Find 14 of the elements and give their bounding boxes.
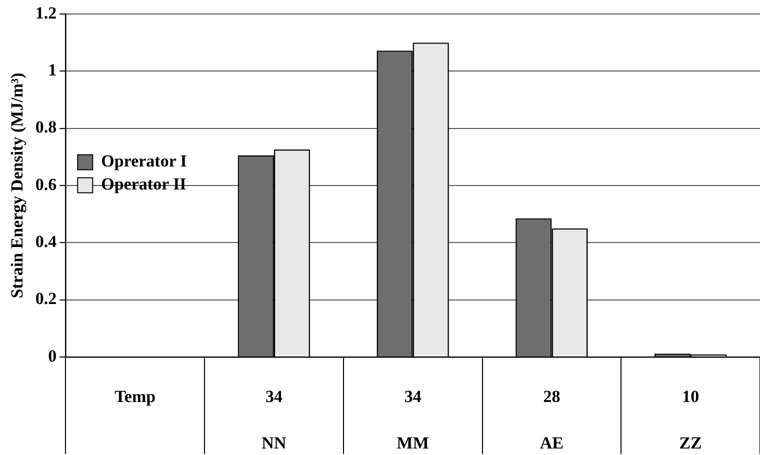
category-label: 10 ZZ (679, 386, 702, 453)
category-label: 34 NN (262, 386, 286, 453)
category-label: 34 MM (396, 386, 429, 453)
y-tick-label: 0.4 (35, 232, 58, 252)
y-tick-label: 0 (48, 346, 57, 366)
x-tick-label: Temp (114, 386, 156, 406)
y-axis-title: Strain Energy Density (MJ/m³) (8, 72, 27, 298)
y-tick-label: 1 (48, 60, 57, 80)
y-tick-label: 0.2 (35, 289, 57, 308)
legend-label: Oprerator I (101, 152, 188, 171)
y-tick-label: 0.6 (35, 174, 57, 194)
y-tick-label: 0.8 (35, 118, 57, 137)
category-label: 28 AE (540, 386, 564, 453)
y-tick-label: 1.2 (35, 3, 57, 22)
